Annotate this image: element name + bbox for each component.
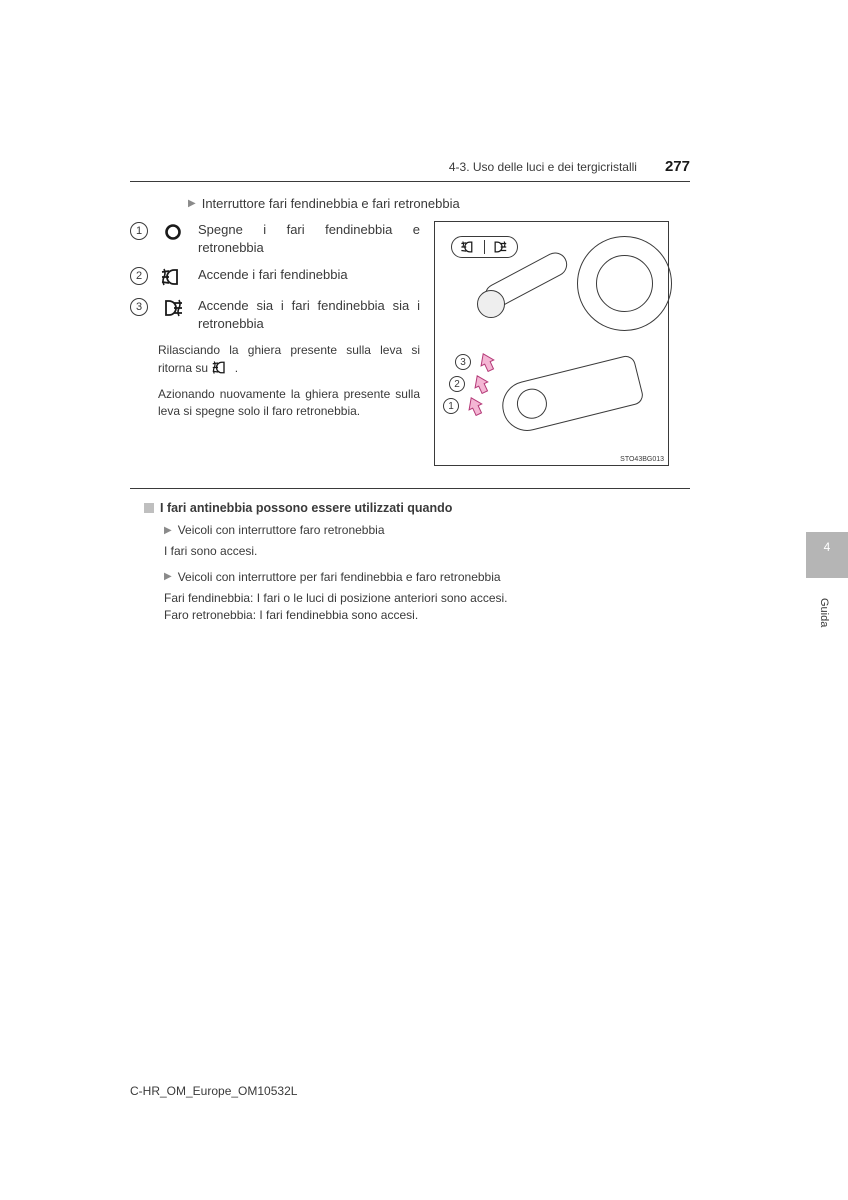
square-bullet-icon (144, 503, 154, 513)
sub-body-2: Fari fendinebbia: I fari o le luci di po… (164, 590, 690, 624)
item-text: Spegne i fari fendinebbia e retronebbia (198, 221, 420, 256)
paragraph-1: Rilasciando la ghiera presente sulla lev… (158, 342, 420, 380)
front-fog-icon (211, 360, 231, 380)
arrow-icon (477, 352, 497, 372)
callout-3: 3 (455, 354, 471, 370)
steering-wheel-icon (577, 236, 672, 331)
page-content: 4-3. Uso delle luci e dei tergicristalli… (130, 158, 690, 633)
page-number: 277 (665, 158, 690, 175)
sub-variant-1: ▶ Veicoli con interruttore faro retroneb… (164, 523, 690, 537)
lever-detail-icon (497, 354, 645, 436)
lever-knob-icon (477, 290, 505, 318)
illustration: 3 2 1 STO43BG013 (434, 221, 669, 466)
item-number: 1 (130, 222, 148, 240)
fog-badge (451, 236, 518, 258)
item-3: 3 Accende sia i fari fendinebbia sia i r… (130, 297, 420, 332)
sub-v2-text: Veicoli con interruttore per fari fendin… (178, 570, 501, 584)
side-chapter-label: Guida (818, 598, 830, 627)
triangle-icon: ▶ (164, 525, 172, 536)
illustration-column: 3 2 1 STO43BG013 (434, 221, 669, 466)
sub-b2a: Fari fendinebbia: I fari o le luci di po… (164, 590, 690, 607)
items-column: 1 Spegne i fari fendinebbia e retronebbi… (130, 221, 420, 466)
callout-2: 2 (449, 376, 465, 392)
lead-row: ▶ Interruttore fari fendinebbia e fari r… (188, 196, 690, 211)
sub-body-1: I fari sono accesi. (164, 543, 690, 560)
illus-panel-bottom: 3 2 1 (441, 350, 662, 451)
sub-title-text: I fari antinebbia possono essere utilizz… (160, 501, 452, 515)
rear-fog-icon (158, 298, 188, 332)
fog-off-icon (158, 222, 188, 256)
item-number: 2 (130, 267, 148, 285)
illus-panel-top (441, 228, 662, 338)
para1b: . (235, 361, 238, 375)
paragraph-2: Azionando nuovamente la ghiera presente … (158, 386, 420, 421)
arrow-icon (471, 374, 491, 394)
arrow-icon (465, 396, 485, 416)
sub-v1-text: Veicoli con interruttore faro retronebbi… (178, 523, 385, 537)
front-fog-icon (158, 267, 188, 287)
item-1: 1 Spegne i fari fendinebbia e retronebbi… (130, 221, 420, 256)
illustration-code: STO43BG013 (620, 456, 664, 463)
triangle-icon: ▶ (188, 198, 196, 209)
para1a: Rilasciando la ghiera presente sulla lev… (158, 343, 420, 374)
triangle-icon: ▶ (164, 571, 172, 582)
item-text: Accende i fari fendinebbia (198, 266, 420, 287)
side-chapter-number: 4 (824, 540, 831, 554)
sub-variant-2: ▶ Veicoli con interruttore per fari fend… (164, 570, 690, 584)
divider (130, 488, 690, 489)
section-name: 4-3. Uso delle luci e dei tergicristalli (449, 160, 637, 174)
side-chapter-tab: 4 (806, 532, 848, 578)
sub-b2b: Faro retronebbia: I fari fendinebbia son… (164, 607, 690, 624)
main-block: 1 Spegne i fari fendinebbia e retronebbi… (130, 221, 690, 466)
lead-text: Interruttore fari fendinebbia e fari ret… (202, 196, 460, 211)
item-text: Accende sia i fari fendinebbia sia i ret… (198, 297, 420, 332)
sub-title: I fari antinebbia possono essere utilizz… (144, 501, 690, 515)
item-number: 3 (130, 298, 148, 316)
callout-1: 1 (443, 398, 459, 414)
footer-code: C-HR_OM_Europe_OM10532L (130, 1084, 297, 1098)
item-2: 2 Accende i fari fendinebbia (130, 266, 420, 287)
page-header: 4-3. Uso delle luci e dei tergicristalli… (130, 158, 690, 182)
